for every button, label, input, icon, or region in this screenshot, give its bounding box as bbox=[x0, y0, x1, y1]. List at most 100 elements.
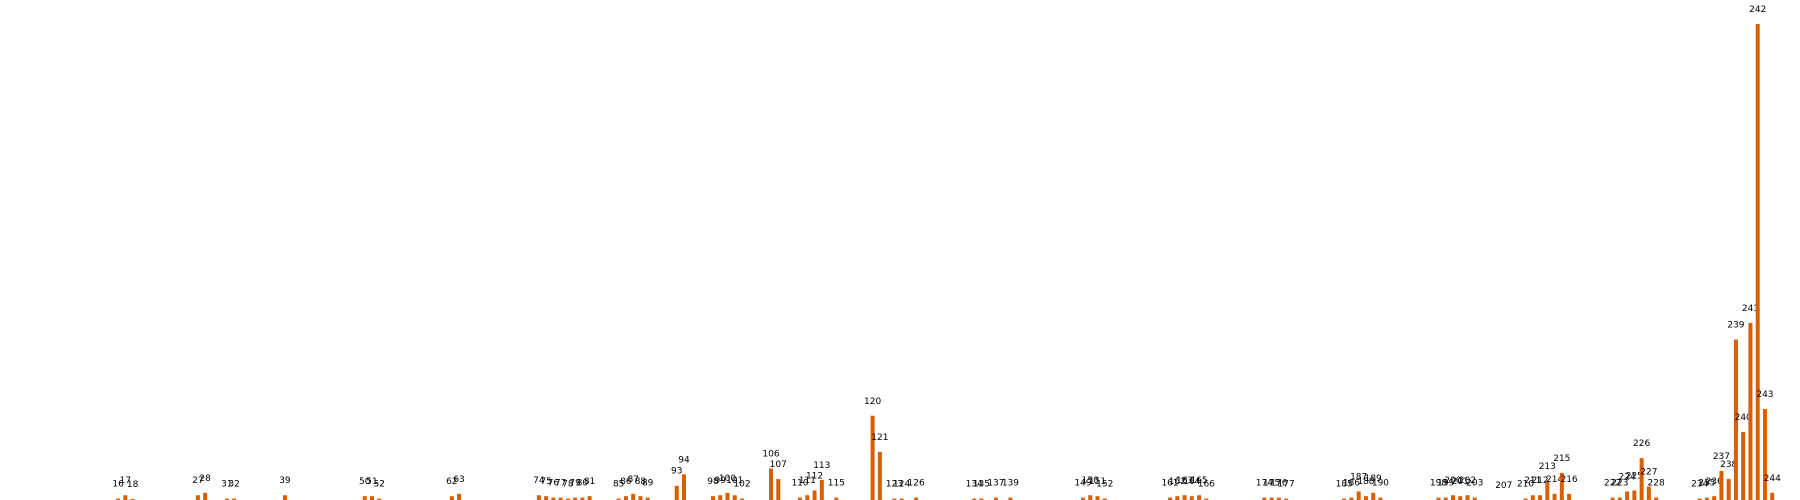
bar-label-16: 16 bbox=[112, 480, 124, 490]
bar-label-235: 235 bbox=[1698, 479, 1715, 489]
bar-label-126: 126 bbox=[908, 479, 925, 489]
bar-203 bbox=[1472, 497, 1477, 500]
bar-151 bbox=[1095, 496, 1100, 500]
bar-39 bbox=[282, 495, 287, 500]
bar-124 bbox=[899, 498, 904, 500]
bar-123 bbox=[892, 498, 897, 500]
bar-label-135: 135 bbox=[973, 480, 990, 490]
bar-label-227: 227 bbox=[1640, 468, 1657, 478]
bar-label-74: 74 bbox=[533, 476, 545, 486]
bar-85 bbox=[616, 498, 621, 500]
bar-239 bbox=[1733, 339, 1738, 500]
bar-135 bbox=[979, 498, 984, 500]
bar-label-86: 86 bbox=[620, 477, 632, 487]
bar-label-239: 239 bbox=[1727, 321, 1744, 331]
bar-31 bbox=[224, 498, 229, 500]
bar-93 bbox=[674, 485, 679, 500]
bar-label-177: 177 bbox=[1278, 480, 1295, 490]
bar-190 bbox=[1378, 497, 1383, 500]
bar-74 bbox=[536, 495, 541, 500]
bar-51 bbox=[370, 496, 374, 500]
bar-label-166: 166 bbox=[1198, 480, 1215, 490]
bar-label-120: 120 bbox=[864, 397, 881, 407]
bar-label-85: 85 bbox=[613, 480, 624, 490]
bar-label-77: 77 bbox=[555, 479, 566, 489]
bar-label-151: 151 bbox=[1089, 477, 1106, 487]
bar-79 bbox=[573, 497, 578, 500]
bar-label-63: 63 bbox=[453, 475, 464, 485]
bar-label-207: 207 bbox=[1495, 481, 1512, 491]
bar-label-76: 76 bbox=[548, 479, 560, 489]
bar-label-139: 139 bbox=[1002, 479, 1019, 489]
bar-label-93: 93 bbox=[671, 467, 682, 477]
bar-label-212: 212 bbox=[1531, 476, 1548, 486]
bar-label-185: 185 bbox=[1336, 480, 1353, 490]
bar-label-94: 94 bbox=[678, 455, 690, 465]
bar-label-100: 100 bbox=[719, 474, 736, 484]
bar-label-113: 113 bbox=[813, 461, 830, 471]
bar-label-202: 202 bbox=[1459, 476, 1476, 486]
bar-102 bbox=[740, 498, 745, 500]
bar-227 bbox=[1646, 486, 1651, 500]
bar-label-99: 99 bbox=[715, 476, 727, 486]
bar-label-152: 152 bbox=[1096, 480, 1113, 490]
bar-244 bbox=[1770, 492, 1775, 500]
bar-199 bbox=[1443, 497, 1448, 500]
bar-label-102: 102 bbox=[733, 480, 750, 490]
bar-80 bbox=[580, 497, 585, 500]
bar-label-51: 51 bbox=[366, 477, 377, 487]
bar-label-165: 165 bbox=[1190, 476, 1207, 486]
bar-77 bbox=[558, 497, 563, 500]
bar-185 bbox=[1342, 498, 1347, 500]
bar-242 bbox=[1755, 24, 1760, 500]
bar-label-174: 174 bbox=[1256, 479, 1273, 489]
bar-label-163: 163 bbox=[1176, 476, 1193, 486]
bar-177 bbox=[1284, 498, 1289, 500]
bar-label-115: 115 bbox=[828, 479, 845, 489]
bar-label-18: 18 bbox=[127, 480, 139, 490]
bar-164 bbox=[1189, 496, 1194, 500]
bar-139 bbox=[1008, 497, 1013, 500]
bar-175 bbox=[1269, 497, 1274, 500]
bar-241 bbox=[1748, 322, 1753, 500]
bar-107 bbox=[776, 479, 781, 500]
bar-162 bbox=[1175, 496, 1180, 500]
bar-label-50: 50 bbox=[359, 477, 371, 487]
bar-label-187: 187 bbox=[1350, 472, 1367, 482]
bar-label-240: 240 bbox=[1735, 413, 1752, 423]
bar-label-199: 199 bbox=[1437, 479, 1454, 489]
bar-62 bbox=[449, 496, 454, 500]
bar-152 bbox=[1102, 498, 1107, 500]
bar-label-215: 215 bbox=[1553, 454, 1570, 464]
bar-label-222: 222 bbox=[1604, 479, 1621, 489]
bar-label-164: 164 bbox=[1183, 477, 1200, 487]
bar-label-28: 28 bbox=[199, 474, 211, 484]
bar-label-87: 87 bbox=[627, 475, 638, 485]
bar-137 bbox=[993, 497, 998, 500]
bar-label-79: 79 bbox=[569, 479, 581, 489]
bar-121 bbox=[877, 451, 882, 500]
bar-188 bbox=[1363, 496, 1368, 500]
bar-label-98: 98 bbox=[707, 477, 719, 487]
bar-label-190: 190 bbox=[1372, 479, 1389, 489]
bar-label-112: 112 bbox=[806, 471, 823, 481]
bar-225 bbox=[1632, 490, 1637, 500]
bar-106 bbox=[769, 468, 774, 500]
bar-237 bbox=[1719, 470, 1724, 500]
bar-label-80: 80 bbox=[577, 479, 589, 489]
bar-label-75: 75 bbox=[540, 477, 551, 487]
bar-label-39: 39 bbox=[279, 476, 291, 486]
bar-213 bbox=[1545, 480, 1550, 500]
bar-134 bbox=[972, 498, 977, 500]
bar-165 bbox=[1197, 495, 1202, 500]
bar-label-226: 226 bbox=[1633, 439, 1650, 449]
bar-label-106: 106 bbox=[762, 450, 779, 460]
bar-label-31: 31 bbox=[221, 480, 232, 490]
bar-label-123: 123 bbox=[886, 480, 903, 490]
bar-label-236: 236 bbox=[1706, 477, 1723, 487]
bar-label-17: 17 bbox=[120, 476, 131, 486]
bar-label-175: 175 bbox=[1263, 479, 1280, 489]
bar-198 bbox=[1436, 497, 1441, 500]
